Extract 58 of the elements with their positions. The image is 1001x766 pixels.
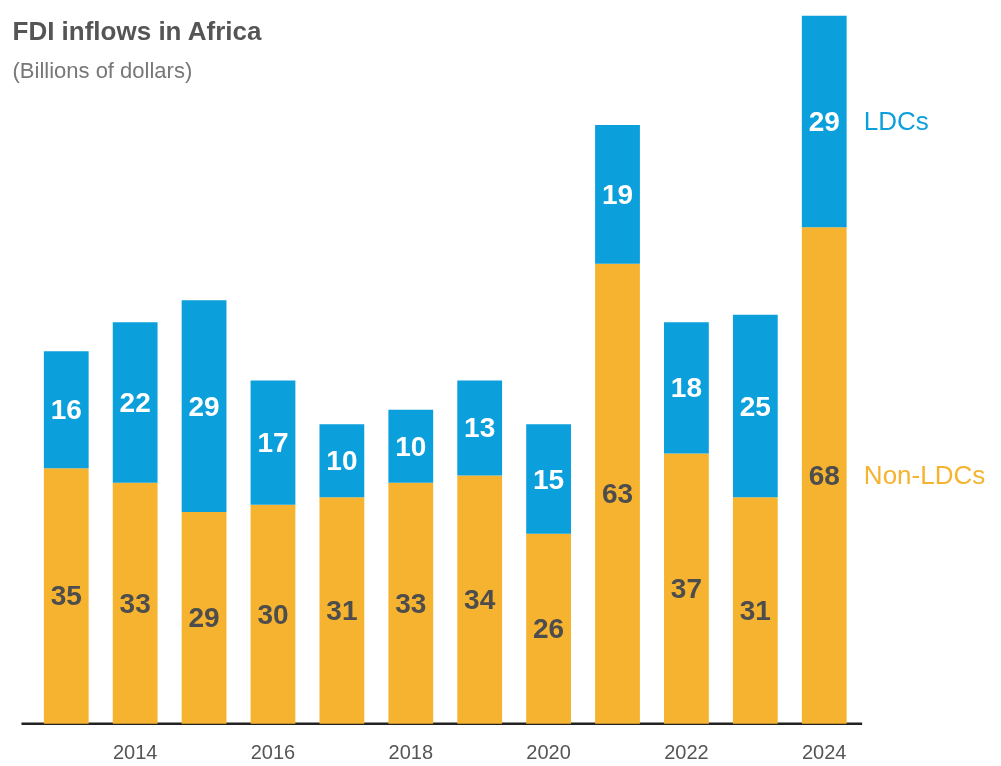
data-label: 19 [601, 178, 634, 210]
bar [732, 497, 778, 724]
x-tick-label: 2014 [112, 740, 158, 763]
data-label: 29 [808, 105, 840, 137]
bar [250, 504, 296, 724]
data-label: 29 [188, 602, 220, 634]
data-label: 68 [808, 459, 840, 491]
x-tick-label: 2022 [664, 740, 709, 763]
data-label: 18 [670, 372, 702, 404]
x-tick-label: 2018 [388, 740, 434, 763]
data-label: 13 [464, 412, 496, 444]
data-label: 30 [257, 598, 289, 630]
bar [112, 482, 158, 724]
data-label: 33 [119, 587, 151, 619]
bar [801, 15, 847, 228]
bar [595, 125, 640, 264]
chart-title: FDI inflows in Africa [12, 15, 262, 46]
data-label: 37 [670, 573, 702, 605]
data-label: 15 [533, 463, 565, 495]
data-label: 25 [739, 390, 771, 422]
data-label: 22 [119, 386, 151, 418]
bar [250, 380, 296, 505]
text: (Billions of dollars) [12, 57, 193, 83]
data-label: 31 [739, 595, 771, 627]
data-label: 33 [395, 587, 427, 619]
bar [388, 482, 434, 724]
bar [595, 263, 640, 724]
bar [43, 351, 89, 469]
bar [732, 314, 778, 498]
bar [181, 511, 227, 724]
data-label: 31 [326, 595, 358, 627]
bar [457, 475, 503, 724]
data-label: 10 [326, 445, 358, 477]
bar [181, 300, 227, 512]
data-label: 10 [395, 430, 427, 462]
bar [112, 322, 158, 483]
bar [664, 322, 709, 454]
bar [664, 453, 709, 724]
bar [457, 380, 503, 476]
x-tick-label: 2016 [250, 740, 296, 763]
data-label: 17 [257, 427, 289, 459]
bar [319, 424, 365, 498]
data-label: 29 [188, 390, 220, 422]
data-label: 26 [533, 613, 565, 645]
data-label: 34 [464, 584, 496, 616]
bar [526, 533, 571, 724]
series-label: LDCs [863, 106, 929, 137]
bar [801, 227, 847, 724]
bar [526, 424, 571, 534]
bar [43, 468, 89, 724]
data-label: 63 [601, 478, 634, 510]
x-tick-label: 2020 [526, 740, 571, 763]
data-label: 16 [50, 394, 82, 426]
bar [388, 409, 434, 483]
series-label: Non-LDCs [863, 460, 986, 491]
data-label: 35 [50, 580, 82, 612]
x-tick-label: 2024 [801, 740, 847, 763]
bar [319, 497, 365, 724]
